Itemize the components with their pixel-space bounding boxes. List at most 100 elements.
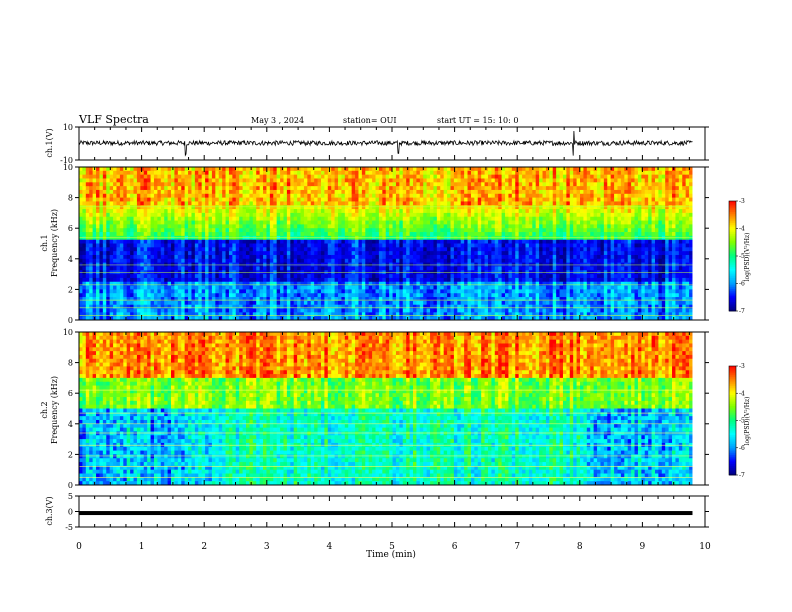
ch1-spec-cell (133, 243, 138, 248)
ch1-spec-cell (409, 243, 414, 248)
ch1-spec-cell (409, 216, 414, 221)
ch1-spec-cell (457, 232, 462, 237)
ch1-spec-cell (426, 197, 431, 202)
ch1-spec-cell (423, 228, 428, 233)
ch1-spec-cell (171, 189, 175, 195)
ch1-spec-cell (82, 209, 87, 214)
ch1-spec-cell (252, 239, 257, 244)
ch1-spec-cell (188, 232, 192, 237)
ch1-spec-cell (147, 224, 151, 229)
ch1-spec-cell (293, 235, 298, 241)
ch1-spec-cell (228, 209, 233, 214)
ch1-spec-cell (218, 212, 223, 218)
ch1-spec-cell (266, 247, 271, 252)
ch1-spec-cell (457, 277, 462, 283)
ch1-spec-cell (211, 297, 216, 302)
ch1-spec-cell (320, 285, 325, 290)
ch1-spec-cell (457, 289, 462, 294)
ch1-spec-cell (314, 300, 318, 306)
ch1-spec-cell (457, 293, 462, 298)
ch1-spec-cell (409, 308, 414, 313)
ch1-spec-cell (116, 300, 121, 306)
ch1-spec-cell (235, 209, 240, 214)
ch1-spec-cell (188, 182, 192, 187)
ch1-spec-cell (198, 266, 203, 271)
ch1-spec-cell (477, 251, 482, 256)
ch1-spec-cell (269, 243, 274, 248)
ch1-spec-cell (99, 186, 104, 191)
ch1-spec-cell (481, 254, 485, 260)
ch1-spec-cell (79, 220, 83, 225)
ch1-spec-cell (290, 254, 295, 260)
ch1-spec-cell (470, 232, 475, 237)
ch1-spec-cell (215, 316, 220, 321)
ch1-spec-cell (208, 316, 213, 321)
ch1-spec-cell (198, 193, 203, 199)
ch1-spec-cell (273, 304, 278, 309)
ch1-spec-cell (211, 178, 216, 183)
ch1-spec-cell (126, 235, 131, 241)
ch1-spec-cell (368, 266, 373, 271)
ch1-spec-cell (85, 182, 90, 187)
ch1-spec-cell (447, 285, 451, 290)
ch1-spec-cell (303, 228, 308, 233)
ch1-spec-cell (256, 285, 261, 290)
ch1-spec-cell (136, 178, 141, 183)
ch1-spec-cell (355, 247, 359, 252)
ch1-spec-cell (116, 228, 121, 233)
ch1-spec-cell (355, 293, 359, 298)
ch1-spec-cell (194, 205, 199, 210)
ch1-spec-cell (201, 197, 206, 202)
ch1-spec-cell (130, 254, 134, 260)
ch1-spec-cell (174, 220, 179, 225)
ch1-spec-cell (79, 277, 83, 283)
ch1-spec-cell (116, 251, 121, 256)
ch1-spec-cell (368, 285, 373, 290)
ch1-spec-cell (194, 228, 199, 233)
ch1-spec-cell (133, 224, 138, 229)
ch1-spec-cell (167, 274, 172, 279)
ch1-spec-cell (402, 243, 407, 248)
ch1-spec-cell (249, 289, 254, 294)
ch1-spec-cell (256, 170, 261, 176)
ch1-spec-cell (225, 251, 230, 256)
ch1-spec-cell (205, 266, 209, 271)
ch1-spec-cell (286, 300, 291, 306)
ch1-spec-cell (177, 193, 182, 199)
ch1-spec-cell (252, 297, 257, 302)
ch1-spec-cell (249, 232, 254, 237)
ch1-spec-cell (413, 205, 417, 210)
ch1-spec-cell (484, 312, 489, 317)
ch1-spec-cell (136, 289, 141, 294)
ch1-spec-cell (194, 232, 199, 237)
ch1-spec-cell (457, 212, 462, 218)
ch1-spec-cell (436, 281, 441, 286)
ch1-spec-cell (344, 258, 349, 264)
ch1-spec-cell (256, 182, 261, 187)
ch1-spec-cell (314, 281, 318, 286)
ch1-spec-cell (119, 170, 124, 176)
ch1-spec-cell (225, 243, 230, 248)
ch1-spec-cell (338, 224, 342, 229)
ch1-spec-cell (280, 212, 284, 218)
ch1-spec-cell (419, 300, 424, 306)
ch1-spec-cell (164, 312, 169, 317)
ch1-spec-cell (491, 209, 496, 214)
ch1-spec-cell (198, 239, 203, 244)
ch1-spec-cell (320, 304, 325, 309)
ch1-spec-cell (225, 201, 230, 206)
ch1-spec-cell (433, 277, 438, 283)
ch1-spec-cell (372, 189, 376, 195)
ch1-spec-cell (263, 274, 267, 279)
ch1-spec-cell (153, 251, 158, 256)
ch1-spec-cell (389, 201, 393, 206)
ch1-spec-cell (92, 189, 97, 195)
ch1-spec-cell (290, 277, 295, 283)
ch1-spec-cell (344, 312, 349, 317)
ch1-spec-cell (365, 251, 370, 256)
ch1-spec-cell (225, 258, 230, 264)
ch1-spec-cell (453, 182, 458, 187)
ch1-spec-cell (344, 197, 349, 202)
ch1-spec-cell (205, 274, 209, 279)
ch1-spec-cell (341, 216, 346, 221)
